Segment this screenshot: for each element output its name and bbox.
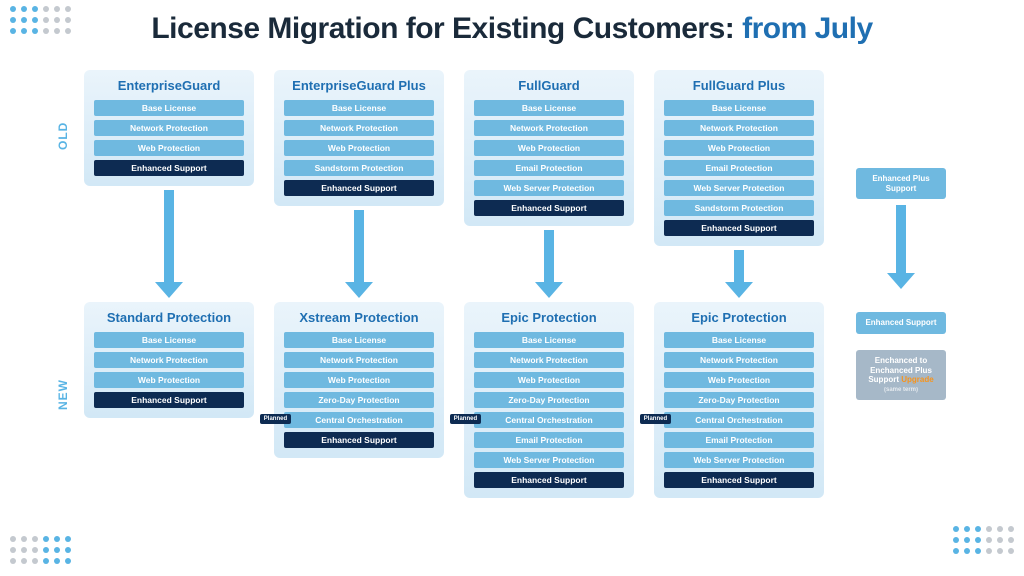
feature-row: Central OrchestrationPlanned: [664, 412, 814, 428]
title-main: License Migration for Existing Customers…: [151, 12, 742, 45]
feature-row: Network Protection: [284, 120, 434, 136]
feature-row: Web Server Protection: [474, 180, 624, 196]
feature-row: Web Protection: [94, 140, 244, 156]
feature-row: Web Server Protection: [474, 452, 624, 468]
feature-row: Base License: [664, 100, 814, 116]
feature-row: Enhanced Support: [664, 472, 814, 488]
side-box: Enhanced Support: [856, 312, 946, 334]
migration-arrow-icon: [155, 190, 183, 298]
panel-old-1: EnterpriseGuard Plus Base License Network …: [274, 70, 444, 206]
feature-row: Network Protection: [94, 120, 244, 136]
feature-row: Zero-Day Protection: [284, 392, 434, 408]
feature-row: Central OrchestrationPlanned: [284, 412, 434, 428]
row-label-new: NEW: [56, 379, 70, 410]
panel-title: EnterpriseGuard Plus: [292, 78, 426, 93]
feature-row: Base License: [94, 332, 244, 348]
panel-new-0: Standard Protection Base License Network P…: [84, 302, 254, 418]
feature-row: Web Protection: [474, 372, 624, 388]
feature-row: Base License: [474, 100, 624, 116]
feature-row: Network Protection: [474, 352, 624, 368]
feature-row: Base License: [474, 332, 624, 348]
feature-row: Central OrchestrationPlanned: [474, 412, 624, 428]
panel-title: FullGuard: [518, 78, 579, 93]
side-box: Enchanced to Enchanced Plus Support Upgr…: [856, 350, 946, 400]
planned-tag: Planned: [640, 414, 671, 424]
panel-title: Standard Protection: [107, 310, 231, 325]
decorative-dots-bl: [10, 536, 71, 564]
feature-row: Email Protection: [474, 160, 624, 176]
feature-row: Network Protection: [474, 120, 624, 136]
title-emphasis: from July: [742, 12, 873, 45]
feature-row: Enhanced Support: [94, 392, 244, 408]
panel-new-3: Epic Protection Base License Network Prote…: [654, 302, 824, 498]
feature-row: Zero-Day Protection: [474, 392, 624, 408]
feature-row: Enhanced Support: [94, 160, 244, 176]
migration-arrow-icon: [345, 210, 373, 298]
migration-arrow-icon: [535, 230, 563, 298]
feature-row: Enhanced Support: [284, 432, 434, 448]
feature-row: Network Protection: [664, 352, 814, 368]
feature-row: Network Protection: [664, 120, 814, 136]
planned-tag: Planned: [260, 414, 291, 424]
panel-title: Epic Protection: [501, 310, 596, 325]
panel-old-3: FullGuard Plus Base License Network Protec…: [654, 70, 824, 246]
feature-row: Email Protection: [664, 432, 814, 448]
feature-row: Web Protection: [664, 372, 814, 388]
feature-row: Base License: [284, 332, 434, 348]
panel-title: FullGuard Plus: [693, 78, 785, 93]
panel-title: Epic Protection: [691, 310, 786, 325]
feature-row: Web Protection: [284, 372, 434, 388]
feature-row: Email Protection: [474, 432, 624, 448]
feature-row: Enhanced Support: [474, 472, 624, 488]
feature-row: Enhanced Support: [664, 220, 814, 236]
feature-row: Web Server Protection: [664, 180, 814, 196]
feature-row: Network Protection: [284, 352, 434, 368]
feature-row: Web Protection: [474, 140, 624, 156]
planned-tag: Planned: [450, 414, 481, 424]
feature-row: Sandstorm Protection: [284, 160, 434, 176]
page-title: License Migration for Existing Customers…: [0, 12, 1024, 46]
panel-old-0: EnterpriseGuard Base License Network Prote…: [84, 70, 254, 186]
feature-row: Enhanced Support: [284, 180, 434, 196]
feature-row: Zero-Day Protection: [664, 392, 814, 408]
panel-title: EnterpriseGuard: [118, 78, 221, 93]
row-label-old: OLD: [56, 122, 70, 150]
feature-row: Sandstorm Protection: [664, 200, 814, 216]
feature-row: Base License: [284, 100, 434, 116]
panel-new-1: Xstream Protection Base License Network Pr…: [274, 302, 444, 458]
migration-arrow-icon: [887, 205, 915, 289]
side-box: Enhanced Plus Support: [856, 168, 946, 199]
feature-row: Web Protection: [284, 140, 434, 156]
feature-row: Web Server Protection: [664, 452, 814, 468]
panel-old-2: FullGuard Base License Network Protection W…: [464, 70, 634, 226]
feature-row: Enhanced Support: [474, 200, 624, 216]
feature-row: Network Protection: [94, 352, 244, 368]
feature-row: Base License: [664, 332, 814, 348]
migration-arrow-icon: [725, 250, 753, 298]
decorative-dots-br: [953, 526, 1014, 554]
panel-title: Xstream Protection: [299, 310, 418, 325]
feature-row: Web Protection: [94, 372, 244, 388]
feature-row: Web Protection: [664, 140, 814, 156]
panel-new-2: Epic Protection Base License Network Prote…: [464, 302, 634, 498]
feature-row: Base License: [94, 100, 244, 116]
feature-row: Email Protection: [664, 160, 814, 176]
